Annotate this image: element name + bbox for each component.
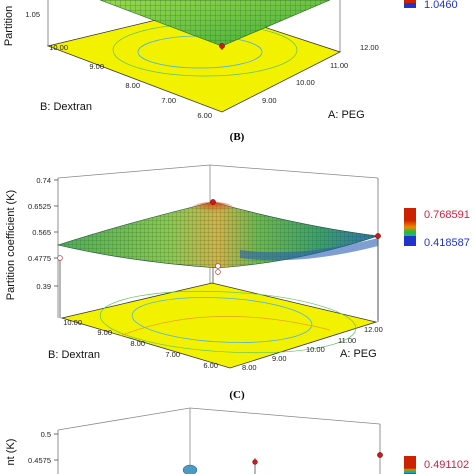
panel-a-legend-low: 1.0460	[424, 0, 458, 11]
panel-b-box-edge	[57, 164, 211, 179]
panel-b-contour	[131, 297, 313, 343]
panel-b-y-tick: 9.00	[97, 328, 112, 337]
panel-b-caption: (B)	[230, 131, 245, 143]
panel-b-z-tick: 0.74	[36, 176, 51, 185]
panel-b-y-axis-label: B: Dextran	[48, 349, 100, 361]
panel-a-floor	[46, 7, 342, 113]
panel-c-box-edge	[189, 407, 381, 425]
panel-b-surface-low-region	[240, 238, 378, 261]
panel-b-legend-low: 0.418587	[424, 237, 470, 249]
panel-b-design-point	[57, 255, 63, 261]
panel-c-design-point	[252, 459, 258, 465]
panel-b-x-axis-label: A: PEG	[340, 348, 377, 360]
panel-b-x-tick: 12.00	[364, 325, 383, 334]
panel-b-design-point	[375, 233, 381, 239]
panel-b-x-tick: 8.00	[242, 363, 257, 372]
panel-b-box-edge	[209, 164, 379, 179]
panel-b-z-tick: 0.6525	[28, 202, 51, 211]
panel-b-x-tick: 9.00	[272, 354, 287, 363]
panel-c-z-tick: 0.5	[41, 430, 51, 439]
panel-a-x-tick: 11.00	[330, 61, 348, 70]
panel-b: 0.74 0.6525 0.565 0.4775 0.39 Partition …	[5, 164, 470, 372]
panel-b-floor	[60, 282, 378, 369]
panel-b-y-tick: 8.00	[130, 339, 145, 348]
panel-b-z-tick: 0.565	[32, 228, 51, 237]
panel-a-x-tick: 9.00	[262, 96, 277, 105]
panel-a-design-point	[219, 43, 225, 49]
panel-b-legend-high: 0.768591	[424, 209, 470, 221]
panel-c-surface-tip	[182, 464, 198, 474]
panel-a-x-axis-label: A: PEG	[328, 109, 365, 121]
panel-b-y-tick: 10.00	[63, 318, 82, 327]
panel-a-y-tick: 8.00	[125, 81, 140, 90]
panel-b-z-axis-label: Partition coefficient (K)	[5, 190, 17, 300]
panel-a-surface-mesh	[100, 0, 330, 46]
panel-b-surface-mesh	[58, 202, 378, 268]
panel-c-z-tick: 0.4575	[28, 456, 51, 465]
panel-b-design-point	[215, 263, 221, 269]
panel-c-caption: (C)	[229, 389, 245, 401]
panel-a-z-axis-label: Partition	[3, 6, 15, 46]
panel-b-surface-peak	[187, 202, 239, 222]
panel-b-y-tick: 6.00	[203, 361, 218, 370]
panel-b-legend-low-swatch	[404, 236, 416, 246]
panel-a-y-tick: 6.00	[197, 111, 212, 120]
panel-b-z-tick: 0.39	[36, 282, 51, 291]
panel-b-z-tick: 0.4775	[28, 254, 51, 263]
panel-c-legend-high-swatch	[404, 456, 416, 470]
panel-c-z-axis-label: nt (K)	[5, 439, 17, 466]
panel-a-legend-high-swatch	[404, 0, 416, 5]
panel-b-z-axis	[54, 179, 58, 287]
panel-c-design-point	[377, 452, 383, 458]
panel-b-design-point	[210, 199, 216, 205]
panel-a-x-tick: 12.00	[360, 43, 379, 52]
panel-a-y-tick: 7.00	[161, 96, 176, 105]
panel-b-y-tick: 7.00	[165, 350, 180, 359]
panel-a-z-tick: 1.05	[25, 10, 40, 19]
panel-b-x-tick: 10.00	[306, 345, 325, 354]
panel-a-x-tick: 10.00	[296, 78, 315, 87]
panel-b-design-point	[215, 269, 221, 275]
panel-a: 1.05 Partition 10.00 9.00 8.00 7.00 6.00…	[3, 0, 458, 121]
panel-b-x-tick: 11.00	[338, 336, 356, 345]
panel-a-y-tick: 10.00	[49, 43, 68, 52]
panel-b-contour	[99, 290, 357, 354]
panel-a-y-axis-label: B: Dextran	[40, 101, 92, 113]
panel-c: 0.5 0.4575 nt (K) 0.491102	[5, 407, 469, 474]
panel-b-contour	[119, 316, 331, 337]
panel-c-legend-high: 0.491102	[424, 459, 469, 471]
panel-c-box-edge	[57, 407, 191, 431]
panel-c-legend-bar	[404, 468, 416, 474]
panel-a-legend-low-swatch	[404, 3, 416, 8]
panel-b-legend-high-swatch	[404, 208, 416, 220]
panel-a-y-tick: 9.00	[89, 62, 104, 71]
